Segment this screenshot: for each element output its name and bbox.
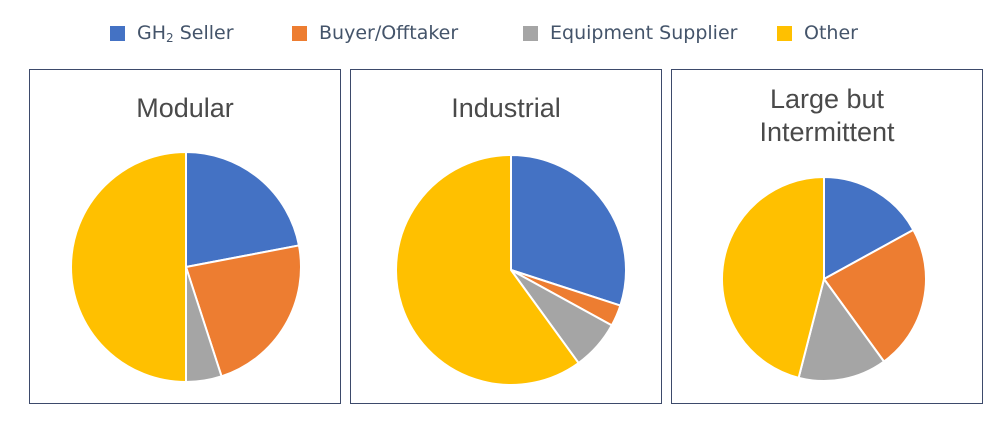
legend-item-equipment: Equipment Supplier xyxy=(523,18,737,48)
legend-swatch-equipment xyxy=(523,25,538,41)
pie-chart-industrial xyxy=(395,154,627,386)
pie-slice-gh2-seller xyxy=(185,151,300,268)
pie-title-line-1: Large but xyxy=(769,84,885,114)
pie-title-industrial: Industrial xyxy=(451,93,561,123)
pie-title-large-intermittent: Large but Intermittent xyxy=(672,83,982,149)
legend-label-buyer: Buyer/Offtaker xyxy=(319,22,459,44)
legend-item-seller: GH2 Seller xyxy=(110,18,234,48)
legend-item-other: Other xyxy=(777,18,858,48)
pie-slice-gh2-seller xyxy=(510,154,627,307)
pie-slice-other xyxy=(395,154,580,386)
legend-swatch-other xyxy=(777,25,792,41)
pie-title-line-2: Intermittent xyxy=(759,117,895,147)
pie-chart-modular xyxy=(70,151,302,383)
legend-label-equipment: Equipment Supplier xyxy=(550,22,738,44)
pie-slice-buyer-offtaker xyxy=(823,228,927,363)
legend-label-seller: GH2 Seller xyxy=(137,21,234,45)
panel-industrial: Industrial xyxy=(350,69,662,404)
pie-slice-other xyxy=(721,176,825,379)
pie-slice-equipment-supplier xyxy=(797,278,885,382)
legend-label-other: Other xyxy=(804,22,858,44)
pie-slice-buyer-offtaker xyxy=(185,244,302,378)
pie-slice-other xyxy=(70,151,187,383)
chart-legend: GH2 Seller Buyer/Offtaker Equipment Supp… xyxy=(0,18,1000,48)
legend-swatch-buyer xyxy=(292,25,307,41)
legend-item-buyer: Buyer/Offtaker xyxy=(292,18,458,48)
legend-swatch-seller xyxy=(110,25,125,41)
pie-chart-large-intermittent xyxy=(721,176,927,382)
pie-slice-gh2-seller xyxy=(823,176,915,280)
pie-title-modular: Modular xyxy=(136,93,234,123)
panel-large-intermittent: Large but Intermittent xyxy=(671,69,983,404)
panel-modular: Modular xyxy=(29,69,341,404)
